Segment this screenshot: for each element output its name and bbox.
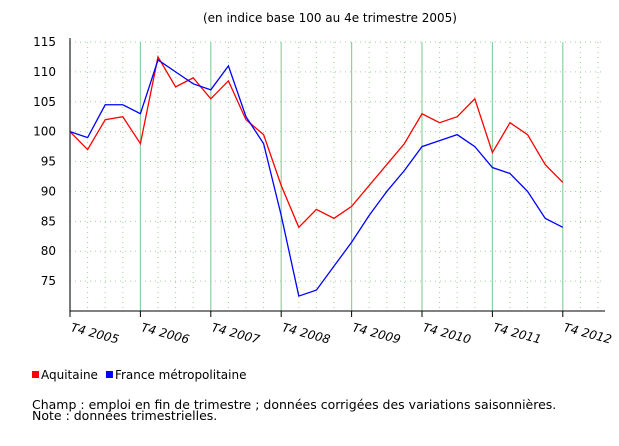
legend-label: Aquitaine: [41, 368, 98, 382]
note: Champ : emploi en fin de trimestre ; don…: [32, 397, 557, 412]
chart-title: (en indice base 100 au 4e trimestre 2005…: [203, 11, 457, 25]
series-line: [69, 55, 564, 229]
x-tick-label: T4 2006: [140, 320, 192, 346]
chart: (en indice base 100 au 4e trimestre 2005…: [32, 11, 613, 382]
x-tick-label: T4 2009: [351, 320, 402, 346]
notes: Champ : emploi en fin de trimestre ; don…: [32, 397, 592, 423]
note: Note : données trimestrielles.: [32, 408, 218, 423]
legend-swatch: [32, 371, 39, 378]
y-tick-label: 90: [41, 184, 56, 198]
y-tick-label: 100: [33, 125, 56, 139]
y-tick-label: 105: [33, 95, 56, 109]
series-line: [69, 58, 564, 297]
x-tick-label: T4 2005: [69, 320, 120, 346]
y-tick-label: 75: [41, 274, 56, 288]
x-tick-label: T4 2011: [492, 320, 543, 346]
x-tick-label: T4 2007: [210, 320, 262, 346]
legend-label: France métropolitaine: [115, 368, 247, 382]
y-tick-label: 85: [41, 214, 56, 228]
y-tick-label: 115: [33, 35, 56, 49]
y-tick-label: 95: [41, 155, 56, 169]
x-tick-label: T4 2010: [421, 320, 473, 346]
y-tick-label: 80: [41, 244, 56, 258]
x-tick-label: T4 2012: [562, 320, 613, 346]
x-tick-label: T4 2008: [280, 320, 332, 346]
y-tick-label: 110: [33, 65, 56, 79]
legend-swatch: [105, 371, 113, 378]
